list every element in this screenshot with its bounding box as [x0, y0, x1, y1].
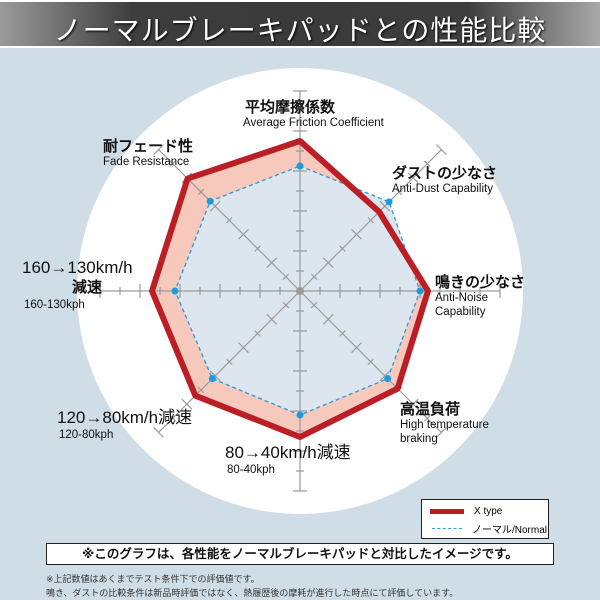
axis-tick: [181, 398, 193, 410]
axis-tick: [153, 427, 164, 438]
label-120-80: 120→80km/h減速 120-80kph: [57, 408, 193, 441]
normal-data-point: [206, 197, 214, 205]
axis-tick: [197, 188, 205, 196]
axis-tick: [209, 200, 221, 212]
axis-tick: [238, 229, 249, 240]
label-80-40: 80→40km/h減速 80-40kph: [225, 443, 351, 476]
axis-tick: [209, 370, 221, 382]
label-160-130: 160→130km/h 減速 160-130kph: [22, 258, 133, 311]
axis-tick: [339, 330, 346, 337]
label-high-temp: 高温負荷 High temperature braking: [400, 400, 489, 445]
title-bar: ノーマルブレーキパッドとの性能比較: [0, 0, 600, 48]
axis-tick: [379, 200, 391, 212]
chart-legend: X type ノーマル/Normal: [421, 499, 549, 539]
axis-tick: [436, 427, 447, 438]
axis-tick: [310, 301, 318, 309]
axis-tick: [379, 370, 391, 382]
axis-tick: [436, 144, 447, 155]
x-type-swatch: [430, 508, 464, 514]
axis-center: [296, 287, 304, 295]
axis-tick: [424, 415, 431, 422]
normal-data-point: [296, 162, 304, 170]
axis-tick: [351, 229, 362, 240]
normal-data-point: [296, 411, 304, 419]
axis-tick: [197, 386, 205, 394]
normal-data-point: [416, 287, 424, 295]
axis-tick: [282, 301, 290, 309]
page-title: ノーマルブレーキパッドとの性能比較: [53, 14, 547, 47]
axis-tick: [367, 217, 374, 224]
axis-tick: [254, 330, 261, 337]
normal-data-point: [208, 375, 216, 383]
axis-tick: [254, 245, 261, 252]
axis-tick: [266, 257, 278, 269]
axis-tick: [322, 313, 334, 325]
axis-tick: [266, 313, 278, 325]
normal-data-point: [171, 287, 179, 295]
label-friction: 平均摩擦係数 Average Friction Coefficient: [243, 98, 384, 129]
axis-tick: [424, 160, 431, 167]
label-noise: 鳴きの少なさ Anti-Noise Capability: [435, 273, 526, 318]
axis-tick: [238, 342, 249, 353]
axis-tick: [169, 160, 176, 167]
legend-item-x-type: X type: [430, 504, 502, 518]
normal-swatch: [432, 527, 462, 529]
axis-tick: [367, 358, 374, 365]
label-fade: 耐フェード性 Fade Resistance: [103, 137, 194, 168]
axis-tick: [153, 144, 164, 155]
comparison-note: ※このグラフは、各性能をノーマルブレーキパッドと対比したイメージです。: [46, 543, 554, 565]
axis-tick: [407, 398, 419, 410]
axis-tick: [169, 415, 176, 422]
axis-tick: [339, 245, 346, 252]
footnote-2: 鳴き、ダストの比較条件は新品時評価ではなく、熱履歴後の摩耗が進行した時点にて評価…: [46, 589, 459, 599]
legend-item-normal: ノーマル/Normal: [430, 521, 547, 536]
axis-tick: [351, 342, 362, 353]
normal-data-point: [384, 375, 392, 383]
axis-tick: [395, 188, 403, 196]
axis-tick: [282, 273, 290, 281]
axis-tick: [310, 273, 318, 281]
x-type-series-line: [149, 138, 431, 440]
axis-tick: [407, 172, 419, 184]
label-dust: ダストの少なさ Anti-Dust Capability: [392, 164, 498, 195]
axis-tick: [322, 257, 334, 269]
footnote-1: ※上記数値はあくまでテスト条件下での評価値です。: [46, 575, 260, 585]
normal-data-point: [385, 198, 393, 206]
axis-tick: [226, 358, 233, 365]
axis-tick: [226, 217, 233, 224]
